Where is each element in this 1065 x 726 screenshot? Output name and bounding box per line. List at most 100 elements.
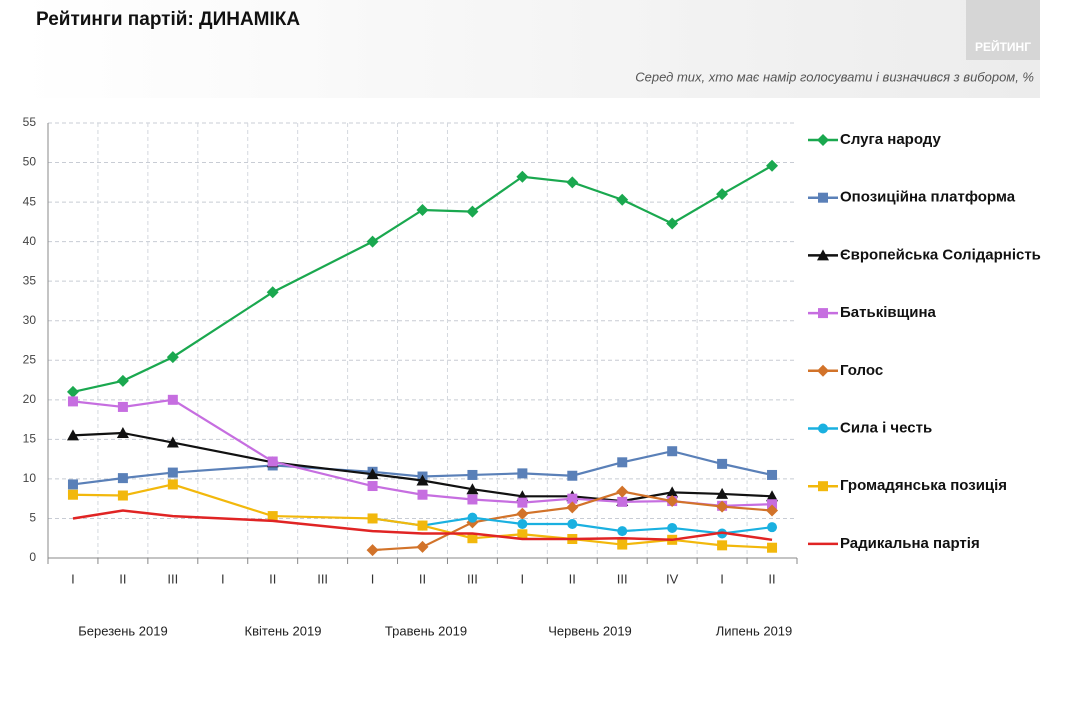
marker	[567, 518, 578, 529]
marker	[366, 468, 379, 480]
x-tick-label: III	[467, 571, 478, 586]
x-tick-label: II	[569, 571, 576, 586]
y-tick-label: 55	[23, 115, 37, 129]
x-tick-label: I	[720, 571, 724, 586]
marker	[617, 539, 628, 550]
x-tick-label: III	[317, 571, 328, 586]
marker	[817, 249, 829, 261]
marker	[667, 522, 678, 533]
marker	[666, 486, 679, 498]
marker	[416, 540, 429, 553]
marker	[516, 170, 529, 183]
marker	[767, 522, 778, 533]
month-label: Травень 2019	[385, 623, 467, 638]
legend-label: Опозиційна платформа	[840, 189, 1016, 206]
y-tick-label: 0	[29, 550, 36, 564]
logo-box	[966, 0, 1040, 60]
marker	[466, 483, 479, 495]
logo: РЕЙТИНГ	[975, 39, 1031, 54]
x-tick-label: III	[617, 571, 628, 586]
marker	[766, 504, 779, 517]
marker	[266, 286, 279, 299]
marker	[466, 205, 479, 218]
marker	[116, 427, 129, 439]
marker	[767, 499, 778, 510]
marker	[467, 494, 478, 505]
marker	[716, 487, 729, 499]
x-tick-label: IV	[666, 571, 679, 586]
marker	[467, 469, 478, 480]
legend-label: Слуга народу	[840, 131, 941, 148]
marker	[818, 423, 828, 434]
legend-label: Сила і честь	[840, 419, 932, 436]
y-tick-label: 50	[23, 155, 37, 169]
marker	[366, 235, 379, 248]
marker	[818, 481, 828, 492]
marker	[517, 468, 528, 479]
marker	[566, 501, 579, 514]
marker	[817, 134, 829, 146]
marker	[67, 489, 78, 500]
marker	[167, 479, 178, 490]
marker	[716, 500, 729, 513]
marker	[617, 496, 628, 507]
marker	[66, 385, 79, 398]
marker	[818, 192, 828, 203]
marker	[416, 474, 429, 486]
marker	[117, 401, 128, 412]
marker	[517, 497, 528, 508]
marker	[616, 193, 629, 206]
marker	[267, 456, 278, 467]
x-tick-label: II	[269, 571, 276, 586]
marker	[117, 473, 128, 484]
marker	[117, 490, 128, 501]
y-tick-label: 45	[23, 194, 37, 208]
marker	[366, 544, 379, 557]
month-label: Березень 2019	[78, 623, 167, 638]
marker	[166, 351, 179, 364]
series-line	[72, 509, 773, 542]
y-tick-label: 40	[23, 234, 37, 248]
month-label: Липень 2019	[716, 623, 793, 638]
x-tick-label: III	[167, 571, 178, 586]
marker	[517, 529, 528, 540]
marker	[766, 490, 779, 502]
marker	[417, 520, 428, 531]
marker	[367, 481, 378, 492]
x-tick-label: II	[768, 571, 775, 586]
y-tick-label: 25	[23, 352, 37, 366]
marker	[467, 512, 478, 523]
marker	[817, 364, 829, 377]
marker	[616, 485, 629, 498]
legend-label: Радикальна партія	[840, 535, 980, 552]
marker	[666, 217, 679, 230]
marker	[818, 308, 828, 319]
marker	[567, 493, 578, 504]
marker	[617, 526, 628, 537]
x-tick-label: II	[419, 571, 426, 586]
marker	[767, 542, 778, 553]
chart-subtitle: Серед тих, хто має намір голосувати і ви…	[635, 69, 1034, 84]
y-tick-label: 20	[23, 392, 37, 406]
legend-label: Батьківщина	[840, 304, 937, 321]
marker	[766, 159, 779, 172]
x-tick-label: I	[71, 571, 75, 586]
marker	[617, 457, 628, 468]
x-tick-label: I	[521, 571, 525, 586]
x-tick-label: II	[119, 571, 126, 586]
legend-label: Голос	[840, 362, 883, 379]
marker	[417, 489, 428, 500]
legend-label: Громадянська позиція	[840, 477, 1007, 494]
y-tick-label: 15	[23, 432, 37, 446]
y-tick-label: 10	[23, 471, 37, 485]
x-tick-label: I	[221, 571, 225, 586]
chart-title: Рейтинги партій: ДИНАМІКА	[36, 9, 300, 30]
marker	[716, 188, 729, 201]
month-label: Квітень 2019	[245, 623, 322, 638]
marker	[717, 540, 728, 551]
marker	[116, 374, 129, 387]
legend-label: Європейська Солідарність	[840, 246, 1041, 263]
marker	[767, 469, 778, 480]
month-label: Червень 2019	[548, 623, 632, 638]
